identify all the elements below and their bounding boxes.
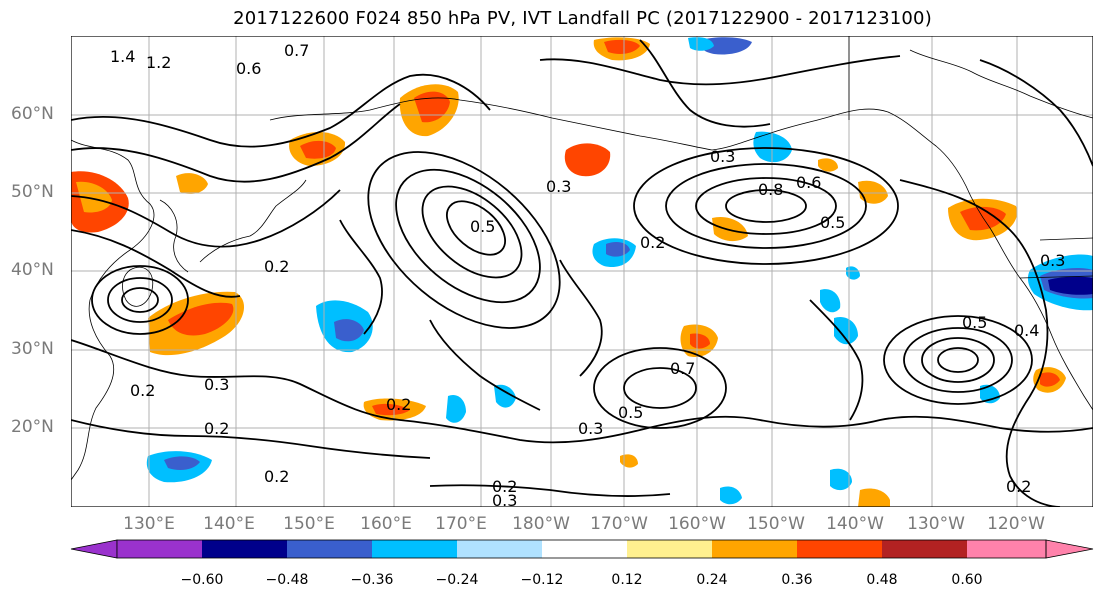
colorbar-swatch (967, 540, 1046, 558)
colorbar-swatch (882, 540, 967, 558)
lon-label: 160°E (360, 514, 412, 534)
lat-label: 20°N (11, 417, 54, 437)
lat-label: 50°N (11, 182, 54, 202)
colorbar-tick-label: −0.12 (520, 572, 564, 588)
colorbar-swatch (117, 540, 202, 558)
colorbar-swatch (797, 540, 882, 558)
lon-label: 140°E (203, 514, 255, 534)
contour-label: 0.3 (1040, 251, 1065, 270)
contour-label: 0.5 (618, 403, 643, 422)
contour-label: 0.3 (546, 177, 571, 196)
lon-label: 130°E (123, 514, 175, 534)
colorbar-swatch (627, 540, 712, 558)
contour-label: 0.8 (758, 180, 783, 199)
lon-label: 120°W (987, 514, 1045, 534)
contour-label: 0.2 (130, 381, 155, 400)
colorbar-tick-label: 0.24 (696, 572, 728, 588)
lon-label: 160°W (668, 514, 726, 534)
colorbar-tick-label: 0.48 (866, 572, 898, 588)
contour-label: 0.5 (470, 217, 495, 236)
colorbar-tick-label: −0.48 (265, 572, 309, 588)
colorbar-tick-label: −0.60 (180, 572, 224, 588)
colorbar-swatch (457, 540, 542, 558)
lon-label: 140°W (826, 514, 884, 534)
contour-label: 0.5 (962, 313, 987, 332)
contour-label: 0.2 (386, 395, 411, 414)
lat-label: 60°N (11, 104, 54, 124)
contour-label: 1.4 (110, 47, 135, 66)
contour-label: 0.2 (204, 419, 229, 438)
contour-label: 0.6 (236, 59, 261, 78)
colorbar-swatch (542, 540, 627, 558)
colorbar-swatch (202, 540, 287, 558)
colorbar-extend-high (1045, 539, 1094, 559)
colorbar-swatch (372, 540, 457, 558)
lon-label: 150°W (747, 514, 805, 534)
contour-label: 1.2 (146, 53, 171, 72)
pv-contours (71, 39, 1093, 507)
lon-label: 170°E (435, 514, 487, 534)
contour-label: 0.2 (264, 257, 289, 276)
colorbar-tick-label: −0.24 (435, 572, 479, 588)
colorbar-tick-label: 0.60 (951, 572, 983, 588)
contour-label: 0.2 (492, 477, 517, 496)
colorbar-tick-label: 0.36 (781, 572, 813, 588)
contour-labels: 1.4 1.2 0.7 0.6 0.3 0.8 0.6 0.5 0.2 0.3 … (110, 41, 1065, 510)
contour-label: 0.2 (264, 467, 289, 486)
graticule (71, 36, 1093, 507)
lon-label: 150°E (283, 514, 335, 534)
lon-label: 130°W (907, 514, 965, 534)
colorbar-swatch (287, 540, 372, 558)
colorbar-swatch (712, 540, 797, 558)
contour-label: 0.2 (640, 233, 665, 252)
contour-label: 0.3 (492, 491, 517, 510)
contour-label: 0.5 (820, 213, 845, 232)
contour-label: 0.3 (578, 419, 603, 438)
lon-label: 170°W (590, 514, 648, 534)
colorbar (70, 539, 1094, 559)
lat-label: 40°N (11, 260, 54, 280)
colorbar-tick-label: 0.12 (611, 572, 643, 588)
colorbar-tick-label: −0.36 (350, 572, 394, 588)
contour-label: 0.7 (284, 41, 309, 60)
map-plot-area: 1.4 1.2 0.7 0.6 0.3 0.8 0.6 0.5 0.2 0.3 … (71, 36, 1093, 510)
lat-label: 30°N (11, 339, 54, 359)
contour-label: 0.2 (1006, 477, 1031, 496)
lon-label: 180°W (512, 514, 570, 534)
contour-label: 0.4 (1014, 321, 1039, 340)
colorbar-extend-low (70, 539, 118, 559)
map-title: 2017122600 F024 850 hPa PV, IVT Landfall… (233, 8, 932, 29)
contour-label: 0.3 (710, 147, 735, 166)
contour-label: 0.7 (670, 359, 695, 378)
contour-label: 0.3 (204, 375, 229, 394)
contour-label: 0.6 (796, 173, 821, 192)
